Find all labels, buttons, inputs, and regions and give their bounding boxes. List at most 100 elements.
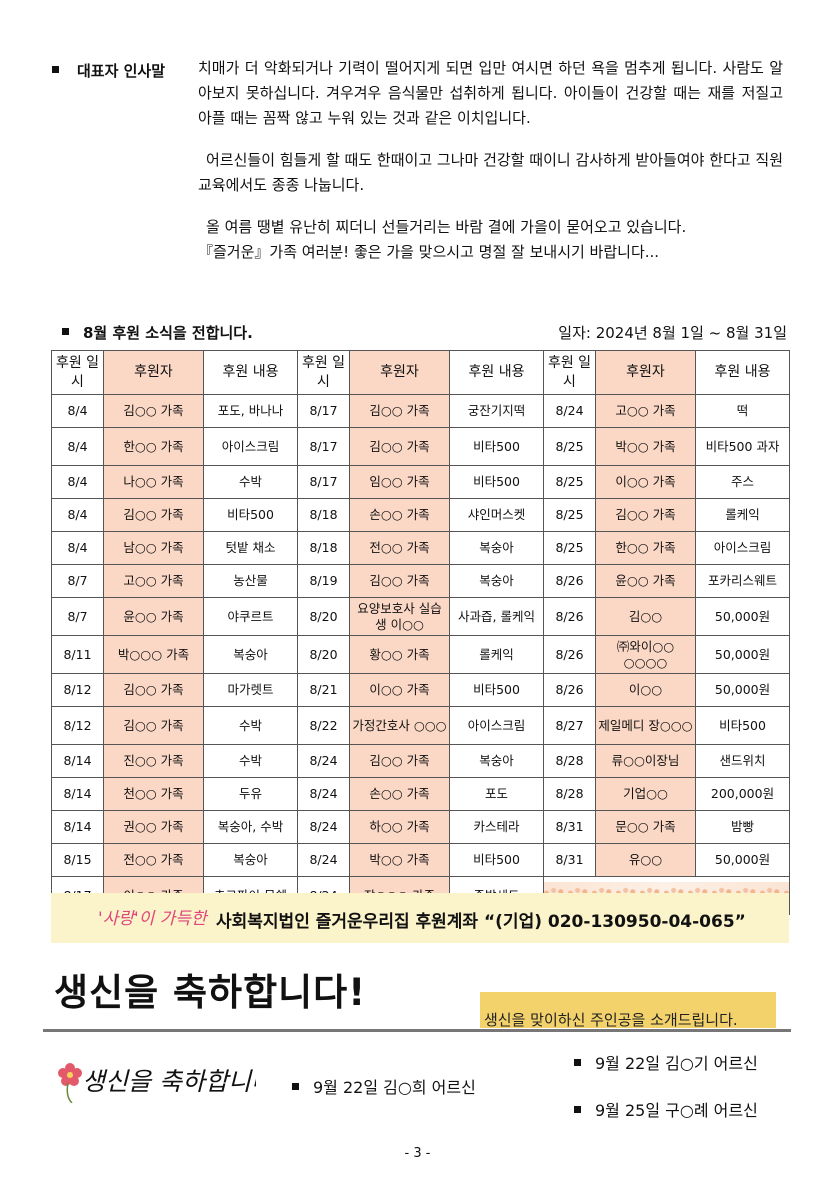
birthday-intro: 생신을 맞이하신 주인공을 소개드립니다. (484, 1011, 738, 1029)
cell-item: 카스테라 (449, 810, 544, 844)
donation-table: 후원 일시 후원자 후원 내용 후원 일시 후원자 후원 내용 후원 일시 후원… (51, 350, 790, 915)
cell-item: 궁잔기지떡 (449, 394, 544, 428)
cell-date: 8/4 (51, 531, 104, 565)
cell-item: 비타500 과자 (695, 427, 790, 466)
header-item: 후원 내용 (203, 350, 298, 395)
cell-item: 포도, 바나나 (203, 394, 298, 428)
cell-item: 밤빵 (695, 810, 790, 844)
account-info: 사회복지법인 즐거운우리집 후원계좌 “(기업) 020-130950-04-0… (216, 912, 746, 932)
donation-title: 8월 후원 소식을 전합니다. (62, 322, 253, 343)
cell-donor: 박○○ 가족 (349, 843, 450, 877)
table-row: 8/14 권○○ 가족 복숭아, 수박 8/24 하○○ 가족 카스테라 8/31 문○○ 가… (51, 810, 790, 844)
cell-date: 8/26 (543, 597, 596, 636)
cell-donor: 박○○○ 가족 (103, 635, 204, 674)
cell-date: 8/31 (543, 810, 596, 844)
donation-period: 일자: 2024년 8월 1일 ~ 8월 31일 (558, 324, 787, 342)
cell-donor: 김○○ (595, 597, 696, 636)
cell-donor: 전○○ 가족 (103, 843, 204, 877)
cell-date: 8/4 (51, 465, 104, 499)
cell-date: 8/4 (51, 498, 104, 532)
bullet-square-icon (62, 328, 69, 335)
svg-text:생신을 축하합니다: 생신을 축하합니다 (82, 1067, 256, 1096)
cell-date: 8/25 (543, 427, 596, 466)
table-row: 8/11 박○○○ 가족 복숭아 8/20 황○○ 가족 롤케익 8/26 ㈜와이○○ ○○○… (51, 635, 790, 674)
cell-date: 8/28 (543, 744, 596, 778)
cell-item: 50,000원 (695, 843, 790, 877)
header-item: 후원 내용 (695, 350, 790, 395)
cell-date: 8/4 (51, 394, 104, 428)
cell-date: 8/21 (297, 673, 350, 707)
cell-donor: 이○○ (595, 673, 696, 707)
header-date: 후원 일시 (543, 350, 596, 395)
cell-donor: 김○○ 가족 (103, 394, 204, 428)
cell-item: 아이스크림 (695, 531, 790, 565)
cell-item: 아이스크림 (203, 427, 298, 466)
flower-icon: 생신을 축하합니다 (58, 1063, 277, 1104)
cell-item: 비타500 (449, 465, 544, 499)
cell-date: 8/26 (543, 673, 596, 707)
greeting-paragraph: 어르신들이 힘들게 할 때도 한때이고 그나마 건강할 때이니 감사하게 받아들… (198, 151, 783, 194)
cell-item: 복숭아 (449, 531, 544, 565)
table-row: 8/4 남○○ 가족 텃밭 채소 8/18 전○○ 가족 복숭아 8/25 한○○ 가족 아이스… (51, 531, 790, 565)
table-header-row: 후원 일시 후원자 후원 내용 후원 일시 후원자 후원 내용 후원 일시 후원… (51, 350, 790, 395)
cell-date: 8/24 (297, 843, 350, 877)
cell-date: 8/26 (543, 564, 596, 598)
cell-donor: 김○○ 가족 (103, 706, 204, 745)
cell-date: 8/15 (51, 843, 104, 877)
cell-date: 8/25 (543, 465, 596, 499)
cell-item: 샌드위치 (695, 744, 790, 778)
cell-item: 떡 (695, 394, 790, 428)
cell-date: 8/18 (297, 531, 350, 565)
table-row: 8/12 김○○ 가족 수박 8/22 가정간호사 ○○○ 아이스크림 8/27 제일메디 장… (51, 706, 790, 745)
greeting-text: 치매가 더 악화되거나 기력이 떨어지게 되면 입만 여시면 하던 욕을 멈추게… (198, 56, 783, 265)
greeting-label: 대표자 인사말 (52, 60, 165, 81)
cell-date: 8/27 (543, 706, 596, 745)
cell-donor: 고○○ 가족 (595, 394, 696, 428)
table-row: 8/12 김○○ 가족 마가렛트 8/21 이○○ 가족 비타500 8/26 이○○ 50,0… (51, 673, 790, 707)
cell-item: 포카리스웨트 (695, 564, 790, 598)
cell-donor: 한○○ 가족 (103, 427, 204, 466)
cell-date: 8/24 (297, 810, 350, 844)
cell-donor: 제일메디 장○○○ (595, 706, 696, 745)
cell-donor: 김○○ 가족 (349, 744, 450, 778)
cell-item: 200,000원 (695, 777, 790, 811)
cell-item: 농산물 (203, 564, 298, 598)
cell-item: 복숭아 (449, 744, 544, 778)
table-row: 8/4 김○○ 가족 포도, 바나나 8/17 김○○ 가족 궁잔기지떡 8/24 고○○ 가… (51, 394, 790, 428)
bullet-square-icon (292, 1083, 299, 1090)
table-row: 8/7 윤○○ 가족 야쿠르트 8/20 요양보호사 실습생 이○○ 사과즙, 롤케익 8/… (51, 597, 790, 636)
cell-date: 8/24 (297, 744, 350, 778)
cell-item: 복숭아 (449, 564, 544, 598)
cell-date: 8/14 (51, 810, 104, 844)
cell-item: 텃밭 채소 (203, 531, 298, 565)
cell-donor: 요양보호사 실습생 이○○ (349, 597, 450, 636)
table-row: 8/15 전○○ 가족 복숭아 8/24 박○○ 가족 비타500 8/31 유○○ 50,00… (51, 843, 790, 877)
cell-donor: 한○○ 가족 (595, 531, 696, 565)
birthday-item: 9월 22일 김○기 어르신 (574, 1050, 758, 1074)
cell-date: 8/24 (543, 394, 596, 428)
cell-donor: 기업○○ (595, 777, 696, 811)
page-number: - 3 - (404, 1146, 431, 1161)
cell-item: 비타500 (449, 427, 544, 466)
account-banner (51, 893, 789, 943)
cell-donor: 김○○ 가족 (349, 394, 450, 428)
cell-donor: 남○○ 가족 (103, 531, 204, 565)
cell-item: 아이스크림 (449, 706, 544, 745)
cell-donor: 손○○ 가족 (349, 777, 450, 811)
cell-item: 수박 (203, 465, 298, 499)
cell-date: 8/25 (543, 531, 596, 565)
cell-donor: 박○○ 가족 (595, 427, 696, 466)
cell-date: 8/12 (51, 706, 104, 745)
cell-item: 주스 (695, 465, 790, 499)
cell-donor: 진○○ 가족 (103, 744, 204, 778)
cell-date: 8/28 (543, 777, 596, 811)
table-row: 8/14 천○○ 가족 두유 8/24 손○○ 가족 포도 8/28 기업○○ 200,000원 (51, 777, 790, 811)
cell-item: 비타500 (203, 498, 298, 532)
cell-donor: 나○○ 가족 (103, 465, 204, 499)
divider (43, 1029, 791, 1032)
cell-donor: 김○○ 가족 (595, 498, 696, 532)
cell-donor: 문○○ 가족 (595, 810, 696, 844)
bullet-square-icon (574, 1059, 581, 1066)
cell-item: 50,000원 (695, 597, 790, 636)
cell-date: 8/14 (51, 777, 104, 811)
